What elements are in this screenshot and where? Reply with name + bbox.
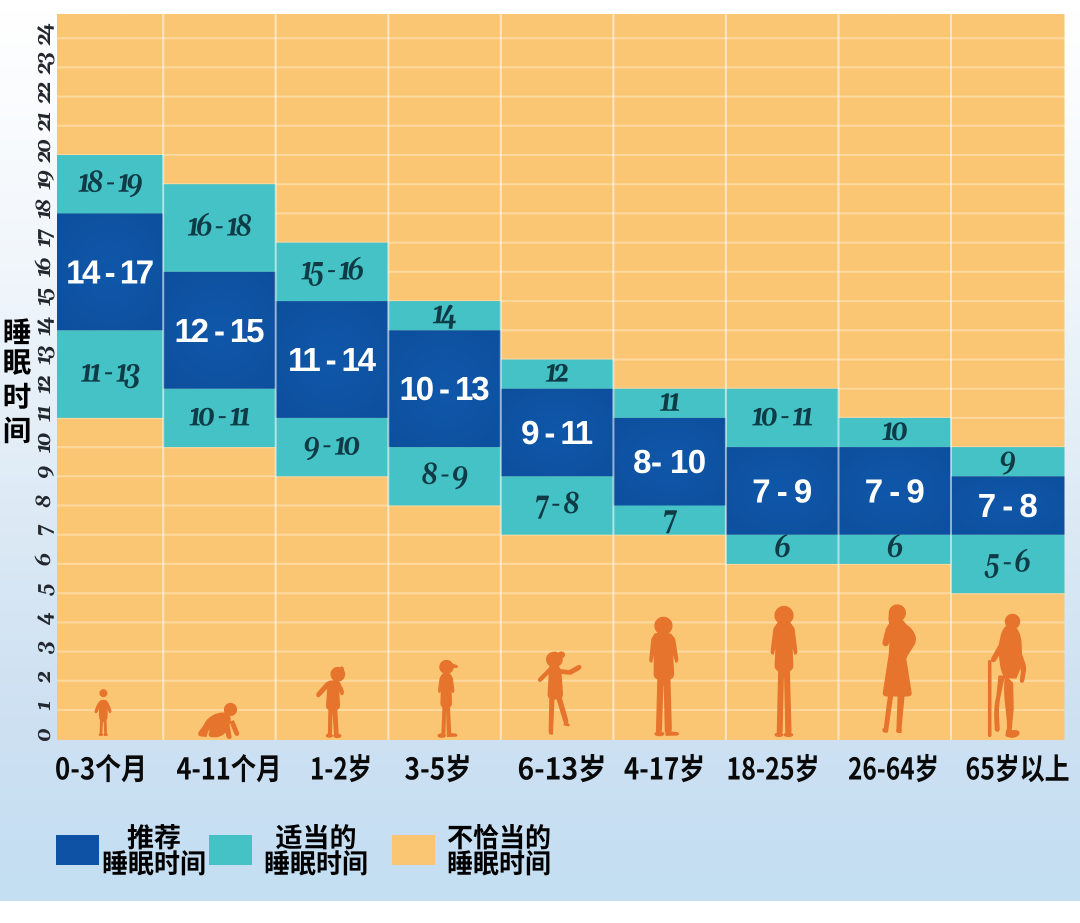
svg-text:9 - 11: 9 - 11: [521, 414, 593, 451]
svg-text:12 - 15: 12 - 15: [174, 312, 264, 349]
svg-text:7 - 9: 7 - 9: [865, 472, 925, 509]
svg-text:8- 10: 8- 10: [633, 443, 706, 480]
svg-text:10 - 13: 10 - 13: [400, 370, 490, 407]
svg-text:7 - 8: 7 - 8: [978, 487, 1038, 524]
svg-text:11 - 14: 11 - 14: [288, 341, 377, 378]
svg-text:14 - 17: 14 - 17: [66, 253, 154, 290]
svg-text:7 - 9: 7 - 9: [752, 472, 812, 509]
